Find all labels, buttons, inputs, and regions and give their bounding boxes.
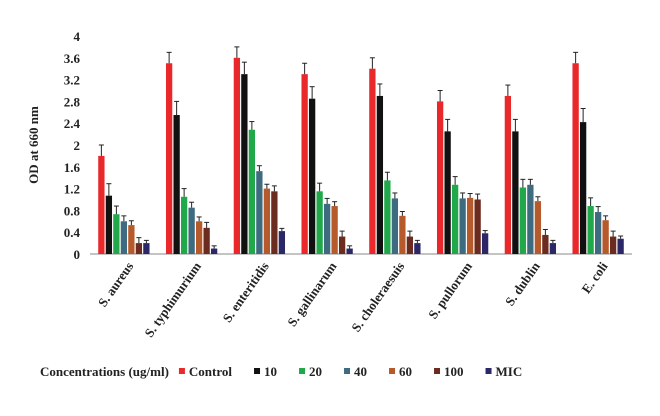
bar-20-4: [384, 180, 391, 254]
bar-control-5: [436, 101, 444, 255]
x-tick-label: E. coli: [578, 259, 610, 296]
bars: [98, 46, 624, 255]
bar-40-4: [391, 198, 399, 254]
bar-control-7: [572, 63, 579, 254]
axes: 0 0.4 0.8 1.2 1.6 2 2.4 2.8 3.2 3.6 4: [64, 29, 632, 262]
bar-20-5: [451, 184, 459, 254]
legend-swatch-control: [178, 368, 185, 374]
legend-swatch-60: [389, 368, 396, 374]
y-axis-label: OD at 660 nm: [26, 106, 41, 184]
x-tick-label: S. gallinarum: [284, 259, 339, 329]
bar-20-6: [519, 187, 527, 254]
y-tick-label: 0.8: [64, 203, 81, 218]
y-tick-label: 0: [74, 247, 81, 262]
x-tick-label: S. dublin: [502, 258, 543, 308]
bar-mic-1: [210, 248, 218, 254]
bar-control-3: [301, 74, 308, 255]
bar-mic-5: [481, 233, 489, 254]
bar-20-0: [113, 214, 120, 254]
bar-10-6: [512, 131, 519, 254]
bar-20-3: [316, 191, 323, 254]
y-tick-label: 3.2: [64, 73, 80, 88]
y-tick-label: 1.2: [64, 182, 80, 197]
bar-40-1: [188, 207, 195, 254]
x-tick-label: S. enteritidis: [219, 259, 271, 325]
bar-40-2: [256, 171, 263, 254]
bar-100-5: [474, 199, 481, 254]
bar-100-2: [271, 191, 278, 254]
bar-60-7: [602, 220, 609, 254]
bar-control-1: [165, 63, 173, 254]
y-tick-label: 2: [74, 138, 81, 153]
bar-mic-6: [549, 243, 557, 254]
bar-mic-4: [414, 243, 421, 254]
legend-swatch-40: [344, 368, 351, 374]
bar-control-0: [98, 155, 105, 254]
bar-40-3: [323, 203, 331, 254]
bar-20-1: [180, 196, 188, 254]
bar-60-0: [128, 225, 135, 254]
bar-10-2: [241, 74, 248, 255]
bar-60-6: [534, 201, 542, 254]
bar-control-6: [504, 95, 512, 254]
bar-40-6: [527, 184, 534, 254]
bar-10-5: [444, 131, 451, 254]
legend-title: Concentrations (ug/ml): [40, 364, 169, 379]
legend-swatch-10: [254, 368, 261, 374]
bar-40-7: [594, 212, 602, 254]
legend-label: 40: [354, 364, 367, 379]
x-tick-label: S. typhimurium: [141, 259, 204, 340]
legend-label: 60: [399, 364, 412, 379]
bar-mic-3: [346, 248, 353, 254]
bar-100-4: [406, 236, 414, 254]
bar-20-2: [248, 129, 256, 254]
bar-100-0: [135, 243, 143, 254]
bar-100-6: [542, 234, 549, 254]
legend-label: 10: [264, 364, 277, 379]
y-tick-label: 2.8: [64, 94, 81, 109]
legend-swatch-20: [299, 368, 306, 374]
bar-40-0: [120, 221, 128, 254]
bar-60-5: [466, 197, 474, 254]
x-tick-label: S. aureus: [95, 259, 137, 309]
y-tick-label: 0.4: [64, 225, 81, 240]
bar-control-2: [233, 57, 241, 254]
bar-60-2: [263, 188, 271, 254]
bar-control-4: [369, 68, 376, 254]
bar-mic-2: [278, 231, 286, 254]
y-tick-label: 3.6: [64, 51, 81, 66]
bar-100-3: [338, 236, 346, 254]
bar-10-3: [308, 98, 316, 254]
legend-label: 20: [309, 364, 322, 379]
bar-mic-7: [617, 238, 624, 254]
x-tick-label: S. choleraesuis: [348, 259, 407, 334]
bar-60-3: [331, 206, 338, 254]
bar-10-7: [579, 122, 587, 254]
bar-mic-0: [143, 243, 150, 254]
bar-100-1: [203, 227, 210, 254]
legend: Concentrations (ug/ml) Control 10 20 40 60 10…: [40, 364, 522, 379]
legend-swatch-100: [434, 368, 441, 374]
bar-10-4: [376, 95, 384, 254]
y-tick-label: 1.6: [64, 160, 81, 175]
bar-40-5: [459, 198, 466, 254]
y-tick-label: 2.4: [64, 116, 81, 131]
legend-swatch-mic: [485, 368, 492, 374]
bar-20-7: [587, 206, 594, 254]
legend-label: MIC: [496, 364, 523, 379]
bar-10-1: [173, 115, 180, 255]
bar-60-1: [195, 221, 203, 254]
bar-100-7: [609, 236, 617, 254]
bar-60-4: [399, 215, 406, 254]
bar-10-0: [105, 195, 113, 254]
legend-label: 100: [444, 364, 464, 379]
category-labels: S. aureus S. typhimurium S. enteritidis S. …: [95, 258, 611, 339]
x-tick-label: S. pullorum: [425, 259, 475, 322]
legend-label: Control: [189, 364, 232, 379]
y-tick-label: 4: [74, 29, 81, 44]
